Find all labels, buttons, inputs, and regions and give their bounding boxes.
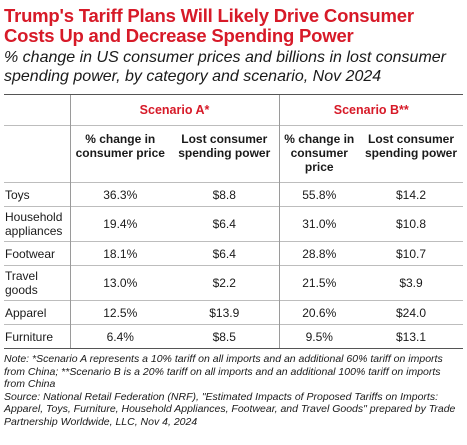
value-cell-b-price: 21.5% [278,265,360,301]
value-cell-a-power: $6.4 [170,241,280,266]
value-cell-b-price: 9.5% [278,324,360,349]
table-row: Household appliances 19.4% $6.4 31.0% $10.8 [4,206,464,242]
column-header-b-power: Lost consumer spending power [359,125,464,183]
scenario-header-row: Scenario A* Scenario B** [4,94,464,126]
value-cell-b-price: 31.0% [278,206,360,242]
value-cell-a-price: 36.3% [69,182,170,207]
column-header-a-price: % change in consumer price [69,125,170,183]
value-cell-b-power: $14.2 [359,182,464,207]
category-cell: Apparel [4,300,70,325]
column-header-row: % change in consumer price Lost consumer… [4,125,464,183]
value-cell-a-power: $6.4 [170,206,280,242]
value-cell-a-power: $13.9 [170,300,280,325]
corner-cell [4,94,70,126]
value-cell-a-price: 13.0% [69,265,170,301]
scenario-a-label: Scenario A* [69,94,280,126]
value-cell-b-price: 55.8% [278,182,360,207]
column-header-a-power: Lost consumer spending power [170,125,280,183]
footnote: Note: *Scenario A represents a 10% tarif… [4,353,463,428]
value-cell-a-power: $2.2 [170,265,280,301]
chart-title: Trump's Tariff Plans Will Likely Drive C… [4,5,414,46]
chart-subtitle: % change in US consumer prices and billi… [4,49,446,85]
value-cell-b-price: 28.8% [278,241,360,266]
scenario-b-label: Scenario B** [278,94,464,126]
category-cell: Furniture [4,324,70,349]
value-cell-a-price: 19.4% [69,206,170,242]
category-cell: Footwear [4,241,70,266]
data-table: Scenario A* Scenario B** % change in con… [4,94,464,349]
value-cell-b-power: $10.8 [359,206,464,242]
table-row: Travel goods 13.0% $2.2 21.5% $3.9 [4,265,464,301]
chart-container: Trump's Tariff Plans Will Likely Drive C… [4,5,464,428]
value-cell-b-power: $13.1 [359,324,464,349]
category-cell: Toys [4,182,70,207]
table-row: Furniture 6.4% $8.5 9.5% $13.1 [4,324,464,349]
value-cell-a-power: $8.8 [170,182,280,207]
value-cell-a-price: 6.4% [69,324,170,349]
value-cell-b-price: 20.6% [278,300,360,325]
category-cell: Household appliances [4,206,70,242]
value-cell-a-price: 12.5% [69,300,170,325]
value-cell-b-power: $3.9 [359,265,464,301]
note-text: Note: *Scenario A represents a 10% tarif… [4,353,443,390]
category-header-cell [4,125,70,183]
column-header-b-price: % change in consumer price [278,125,360,183]
category-cell: Travel goods [4,265,70,301]
value-cell-a-price: 18.1% [69,241,170,266]
value-cell-b-power: $10.7 [359,241,464,266]
table-row: Footwear 18.1% $6.4 28.8% $10.7 [4,241,464,266]
source-text: Source: National Retail Federation (NRF)… [4,390,456,428]
table-row: Toys 36.3% $8.8 55.8% $14.2 [4,182,464,207]
value-cell-b-power: $24.0 [359,300,464,325]
table-row: Apparel 12.5% $13.9 20.6% $24.0 [4,300,464,325]
value-cell-a-power: $8.5 [170,324,280,349]
